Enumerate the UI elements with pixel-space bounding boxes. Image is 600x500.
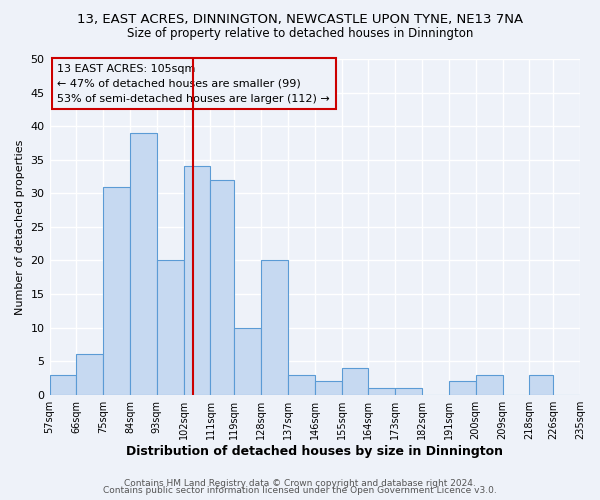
Bar bbox=[184, 166, 211, 394]
Bar bbox=[288, 374, 315, 394]
X-axis label: Distribution of detached houses by size in Dinnington: Distribution of detached houses by size … bbox=[126, 444, 503, 458]
Bar bbox=[395, 388, 422, 394]
Bar bbox=[50, 374, 76, 394]
Text: Contains HM Land Registry data © Crown copyright and database right 2024.: Contains HM Land Registry data © Crown c… bbox=[124, 478, 476, 488]
Bar bbox=[103, 186, 130, 394]
Bar bbox=[211, 180, 235, 394]
Bar bbox=[130, 133, 157, 394]
Text: 13, EAST ACRES, DINNINGTON, NEWCASTLE UPON TYNE, NE13 7NA: 13, EAST ACRES, DINNINGTON, NEWCASTLE UP… bbox=[77, 12, 523, 26]
Bar bbox=[476, 374, 503, 394]
Bar bbox=[315, 382, 341, 394]
Bar bbox=[261, 260, 288, 394]
Bar bbox=[368, 388, 395, 394]
Text: Contains public sector information licensed under the Open Government Licence v3: Contains public sector information licen… bbox=[103, 486, 497, 495]
Y-axis label: Number of detached properties: Number of detached properties bbox=[15, 139, 25, 314]
Text: Size of property relative to detached houses in Dinnington: Size of property relative to detached ho… bbox=[127, 28, 473, 40]
Bar bbox=[235, 328, 261, 394]
Bar bbox=[76, 354, 103, 395]
Text: 13 EAST ACRES: 105sqm
← 47% of detached houses are smaller (99)
53% of semi-deta: 13 EAST ACRES: 105sqm ← 47% of detached … bbox=[58, 64, 330, 104]
Bar bbox=[529, 374, 553, 394]
Bar bbox=[157, 260, 184, 394]
Bar bbox=[449, 382, 476, 394]
Bar bbox=[341, 368, 368, 394]
